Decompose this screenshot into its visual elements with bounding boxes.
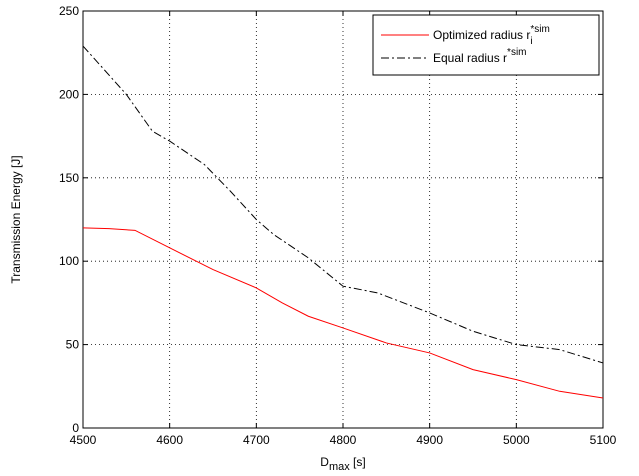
y-tick-label: 200 xyxy=(59,87,79,101)
legend: Optimized radius ri*sim Equal radius r*s… xyxy=(372,14,600,76)
tick-label-layer: 4500 4600 4700 4800 4900 5000 5100 0 50 100 150 200… xyxy=(59,4,617,447)
legend-label-optimized: Optimized radius ri*sim xyxy=(433,24,550,47)
series-layer xyxy=(82,45,604,399)
legend-box xyxy=(372,14,600,76)
x-tick-label: 4600 xyxy=(156,433,183,447)
tick-layer xyxy=(82,10,604,429)
y-tick-label: 100 xyxy=(59,254,79,268)
x-tick-label: 4900 xyxy=(416,433,443,447)
series-line-optimized xyxy=(82,227,604,399)
legend-label-equal-sup: *sim xyxy=(507,47,526,58)
y-axis-label: Transmission Energy [J] xyxy=(9,155,23,283)
legend-label-equal-name: Equal radius r xyxy=(433,51,507,65)
legend-label-optimized-sub: i xyxy=(530,36,532,47)
y-tick-label: 50 xyxy=(66,338,80,352)
x-tick-label: 4500 xyxy=(70,433,97,447)
x-axis-label-main: D xyxy=(320,455,329,469)
x-axis-label-unit: [s] xyxy=(350,455,366,469)
legend-label-optimized-name: Optimized radius r xyxy=(433,28,530,42)
x-tick-label: 5100 xyxy=(590,433,617,447)
y-tick-label: 150 xyxy=(59,171,79,185)
y-tick-label: 0 xyxy=(72,421,79,435)
legend-label-optimized-sup: *sim xyxy=(530,24,549,35)
x-tick-label: 5000 xyxy=(503,433,530,447)
x-axis-label: Dmax [s] xyxy=(320,455,365,473)
x-tick-label: 4800 xyxy=(330,433,357,447)
series-line-equal xyxy=(82,45,604,364)
x-tick-label: 4700 xyxy=(243,433,270,447)
x-axis-label-subscript: max xyxy=(329,461,350,473)
y-tick-label: 250 xyxy=(59,4,79,18)
legend-label-equal: Equal radius r*sim xyxy=(433,47,527,65)
